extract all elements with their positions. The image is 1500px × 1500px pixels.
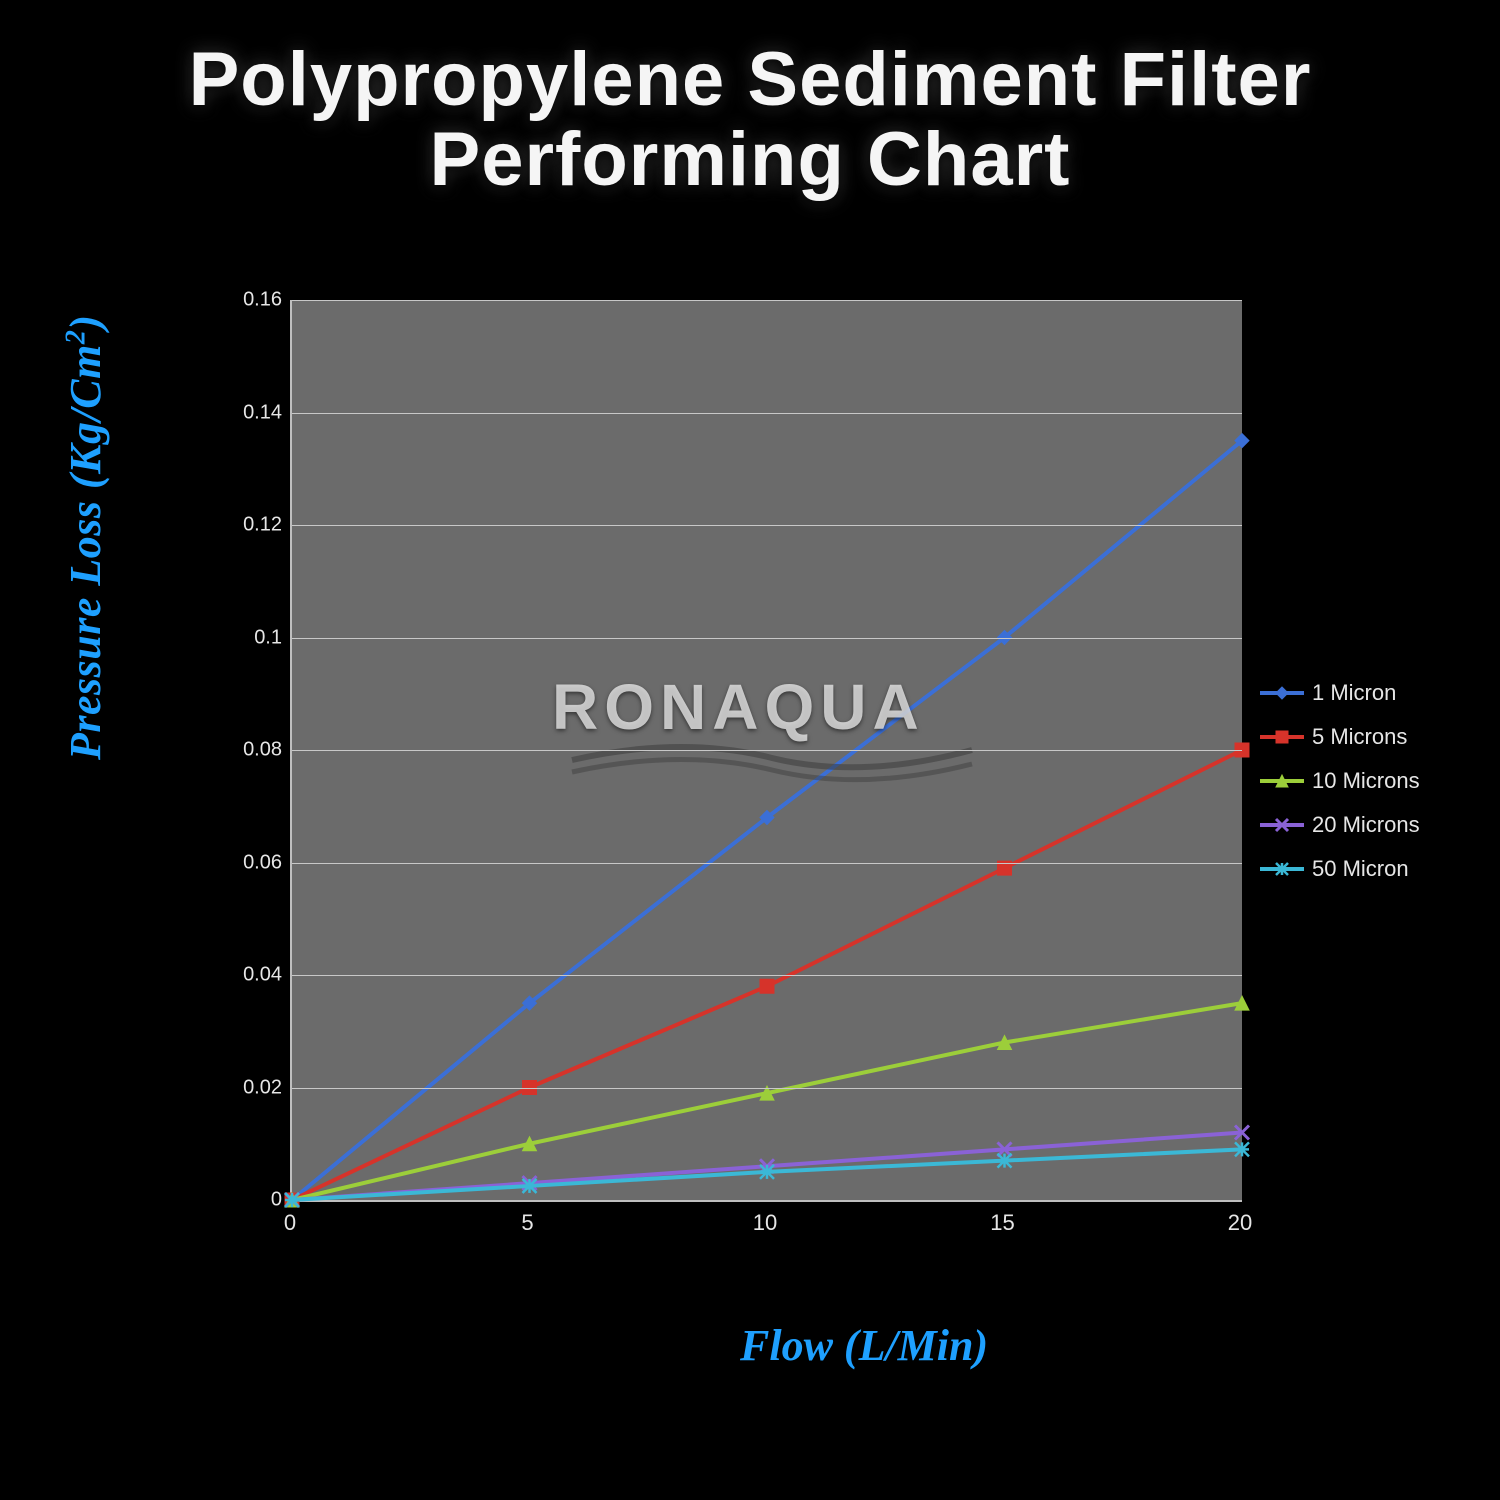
legend-label: 10 Microns <box>1312 768 1420 794</box>
y-tick-label: 0.08 <box>210 739 282 762</box>
series-marker <box>285 1193 299 1207</box>
y-tick-label: 0.02 <box>210 1076 282 1099</box>
legend-swatch <box>1260 859 1304 879</box>
y-tick-label: 0.16 <box>210 289 282 312</box>
title-line-1: Polypropylene Sediment Filter <box>189 37 1312 122</box>
y-tick-label: 0.1 <box>210 626 282 649</box>
y-tick-label: 0.12 <box>210 514 282 537</box>
series-marker <box>760 1165 774 1179</box>
title-line-2: Performing Chart <box>430 117 1071 202</box>
gridline-h <box>292 413 1242 414</box>
gridline-h <box>292 1088 1242 1089</box>
y-axis-label: Pressure Loss (Kg/Cm2) <box>60 315 111 760</box>
x-tick-label: 10 <box>735 1210 795 1236</box>
series-marker <box>1235 1142 1249 1156</box>
gridline-h <box>292 863 1242 864</box>
legend-item: 50 Micron <box>1260 856 1420 882</box>
legend-label: 5 Microns <box>1312 724 1407 750</box>
legend-item: 5 Microns <box>1260 724 1420 750</box>
legend-swatch <box>1260 815 1304 835</box>
x-tick-label: 20 <box>1210 1210 1270 1236</box>
gridline-h <box>292 750 1242 751</box>
gridline-h <box>292 638 1242 639</box>
legend-item: 1 Micron <box>1260 680 1420 706</box>
gridline-h <box>292 525 1242 526</box>
y-tick-label: 0.14 <box>210 401 282 424</box>
legend-swatch <box>1260 683 1304 703</box>
legend-item: 10 Microns <box>1260 768 1420 794</box>
legend-label: 50 Micron <box>1312 856 1409 882</box>
x-axis-label: Flow (L/Min) <box>740 1320 988 1371</box>
legend-swatch <box>1260 771 1304 791</box>
page-root: Polypropylene Sediment Filter Performing… <box>0 0 1500 1500</box>
legend-label: 1 Micron <box>1312 680 1396 706</box>
x-tick-label: 15 <box>973 1210 1033 1236</box>
series-marker <box>523 1179 537 1193</box>
plot-container: RONAQUA 00.020.040.060.080.10.120.140.16… <box>210 300 1240 1260</box>
legend-swatch <box>1260 727 1304 747</box>
legend-item: 20 Microns <box>1260 812 1420 838</box>
y-tick-label: 0.06 <box>210 851 282 874</box>
gridline-h <box>292 975 1242 976</box>
x-tick-label: 5 <box>498 1210 558 1236</box>
y-tick-label: 0 <box>210 1189 282 1212</box>
series-marker <box>760 979 774 993</box>
plot-area: RONAQUA <box>290 300 1242 1202</box>
y-tick-label: 0.04 <box>210 964 282 987</box>
series-marker <box>998 1154 1012 1168</box>
legend: 1 Micron 5 Microns 10 Microns 20 Microns 50 … <box>1260 680 1420 900</box>
chart-title: Polypropylene Sediment Filter Performing… <box>0 40 1500 200</box>
legend-label: 20 Microns <box>1312 812 1420 838</box>
x-tick-label: 0 <box>260 1210 320 1236</box>
gridline-h <box>292 300 1242 301</box>
